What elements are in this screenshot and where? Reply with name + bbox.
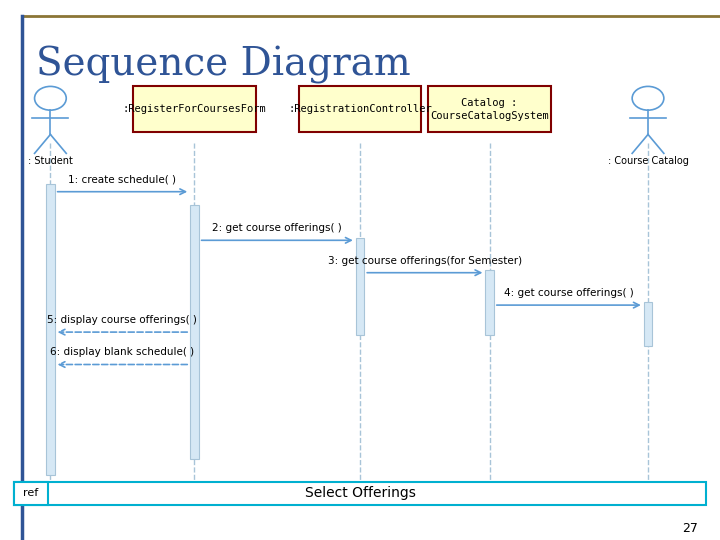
Text: 1: create schedule( ): 1: create schedule( )	[68, 174, 176, 185]
Bar	[644, 302, 652, 346]
Text: 4: get course offerings( ): 4: get course offerings( )	[504, 288, 634, 298]
Text: 3: get course offerings(for Semester): 3: get course offerings(for Semester)	[328, 255, 522, 266]
Text: :RegistrationController: :RegistrationController	[288, 104, 432, 114]
FancyBboxPatch shape	[133, 86, 256, 132]
Text: Select Offerings: Select Offerings	[305, 487, 415, 500]
Bar	[356, 238, 364, 335]
Text: :RegisterForCoursesForm: :RegisterForCoursesForm	[122, 104, 266, 114]
Bar	[14, 482, 48, 505]
Text: 6: display blank schedule( ): 6: display blank schedule( )	[50, 347, 194, 357]
Text: Sequence Diagram: Sequence Diagram	[36, 46, 410, 84]
Text: : Course Catalog: : Course Catalog	[608, 156, 688, 166]
Text: Catalog :
CourseCatalogSystem: Catalog : CourseCatalogSystem	[431, 98, 549, 120]
Bar	[190, 205, 199, 459]
Bar	[485, 270, 494, 335]
FancyBboxPatch shape	[428, 86, 551, 132]
FancyBboxPatch shape	[299, 86, 421, 132]
Text: 2: get course offerings( ): 2: get course offerings( )	[212, 223, 342, 233]
Bar	[46, 184, 55, 475]
Text: 27: 27	[683, 522, 698, 535]
Text: ref: ref	[23, 488, 39, 498]
Text: : Student: : Student	[28, 156, 73, 166]
Bar	[14, 482, 706, 505]
Text: 5: display course offerings( ): 5: display course offerings( )	[48, 315, 197, 325]
